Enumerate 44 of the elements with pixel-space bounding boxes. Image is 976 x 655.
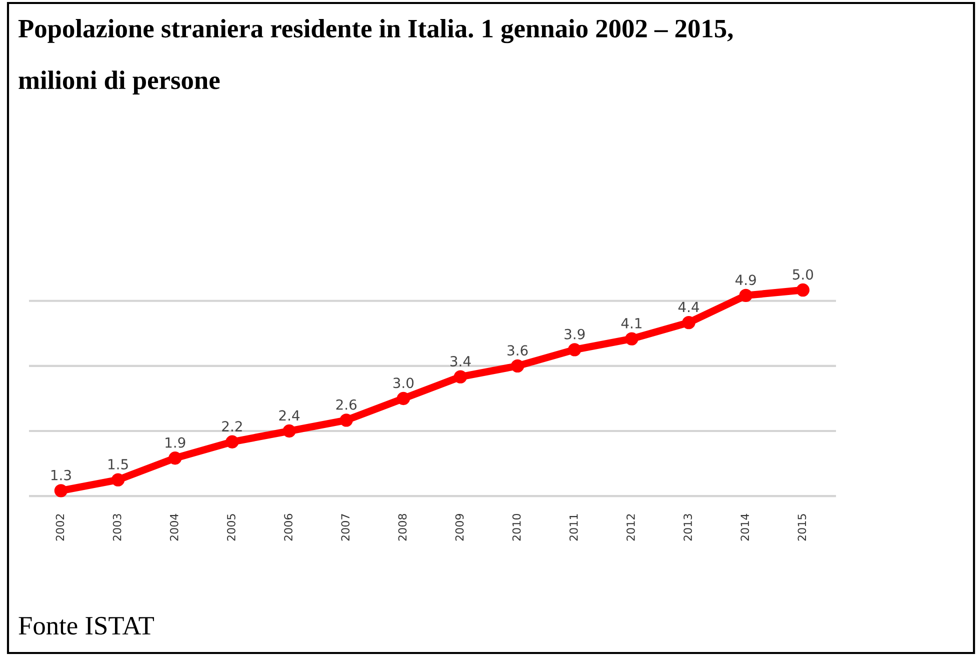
data-label: 5.0 (792, 269, 814, 280)
data-label: 3.4 (450, 356, 471, 366)
point (340, 414, 353, 427)
data-label: 1.5 (108, 459, 128, 470)
data-label: 1.9 (166, 437, 186, 448)
data-label: 3.6 (508, 345, 528, 356)
point (625, 332, 638, 346)
x-tick-label: 2008 (398, 514, 407, 541)
point (510, 359, 524, 373)
x-tick-label: 2006 (284, 514, 292, 541)
x-tick-label: 2013 (684, 514, 692, 541)
x-tick-label: 2007 (341, 514, 350, 541)
x-tick-label: 2009 (455, 514, 464, 541)
x-tick-label: 2011 (569, 514, 578, 541)
x-tick-label: 2015 (798, 514, 806, 541)
point (454, 370, 468, 384)
source-note: Fonte ISTAT (18, 616, 154, 635)
point (796, 283, 810, 297)
point (226, 435, 239, 448)
point (54, 484, 68, 498)
point (396, 392, 410, 406)
point (682, 316, 696, 330)
x-tick-label: 2005 (226, 514, 236, 541)
point (568, 343, 582, 356)
x-tick-label: 2004 (170, 514, 178, 541)
data-label: 3.0 (393, 378, 414, 388)
point (111, 473, 125, 486)
x-tick-label: 2012 (626, 514, 635, 541)
point (282, 424, 296, 438)
data-label: 3.9 (564, 328, 585, 340)
data-label: 4.1 (621, 318, 642, 328)
x-tick-label: 2003 (112, 514, 122, 541)
data-label: 4.9 (735, 274, 756, 286)
point (739, 288, 752, 302)
data-label: 2.4 (279, 410, 300, 420)
data-label: 1.3 (51, 470, 71, 480)
chart-title: Popolazione straniera residente in Italia. 1 gennaio 2002 – 2015, milioni di persone (18, 19, 733, 95)
x-tick-label: 2014 (740, 514, 750, 541)
data-label: 2.6 (336, 399, 356, 410)
x-tick-label: 2010 (512, 514, 521, 541)
data-label: 2.2 (222, 421, 242, 432)
x-tick-label: 2002 (56, 514, 64, 541)
data-label: 4.4 (678, 302, 700, 312)
point (168, 452, 182, 465)
